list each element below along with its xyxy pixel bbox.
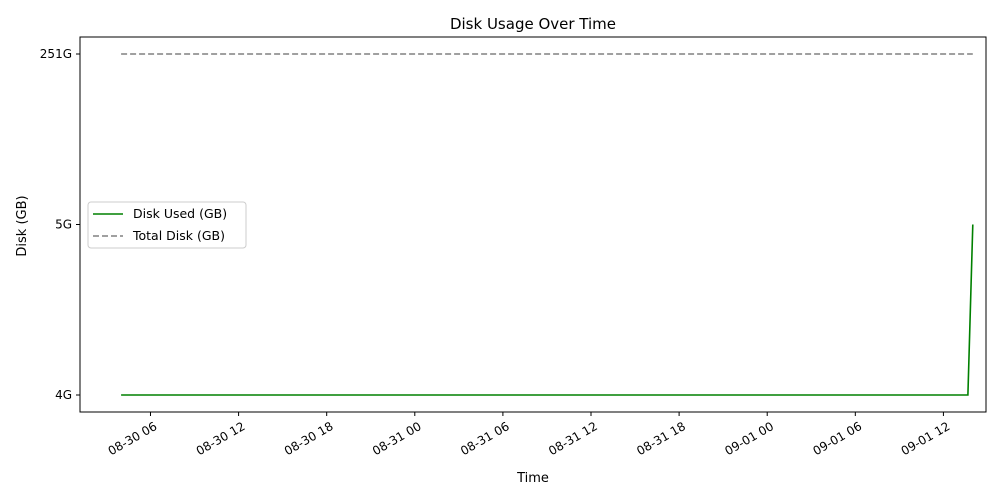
legend-label-total-disk: Total Disk (GB) xyxy=(132,228,225,243)
x-tick-label: 08-30 18 xyxy=(282,419,336,458)
x-tick-label: 09-01 00 xyxy=(722,419,776,458)
x-tick-label: 08-31 12 xyxy=(546,419,600,458)
y-tick-label: 251G xyxy=(40,47,72,61)
x-tick-label: 08-30 06 xyxy=(106,419,160,458)
x-tick-label: 08-31 18 xyxy=(634,419,688,458)
series-line-0 xyxy=(121,224,974,396)
x-tick-label: 08-30 12 xyxy=(194,419,248,458)
y-tick-label: 4G xyxy=(55,388,72,402)
legend-box xyxy=(87,201,247,249)
chart-title: Disk Usage Over Time xyxy=(450,15,616,33)
x-tick-label: 09-01 06 xyxy=(810,419,864,458)
y-tick-label: 5G xyxy=(55,218,72,232)
series-layer xyxy=(121,53,974,396)
x-tick-label: 09-01 12 xyxy=(899,419,953,458)
y-axis: 4G 5G 251G xyxy=(40,47,80,402)
x-tick-label: 08-31 06 xyxy=(458,419,512,458)
y-axis-label: Disk (GB) xyxy=(15,195,30,256)
x-axis-label: Time xyxy=(516,471,549,486)
legend-label-disk-used: Disk Used (GB) xyxy=(133,206,227,221)
x-tick-label: 08-31 00 xyxy=(370,419,424,458)
legend: Disk Used (GB) Total Disk (GB) xyxy=(87,201,247,249)
x-axis: 08-30 06 08-30 12 08-30 18 08-31 00 08-31 06… xyxy=(106,412,953,458)
